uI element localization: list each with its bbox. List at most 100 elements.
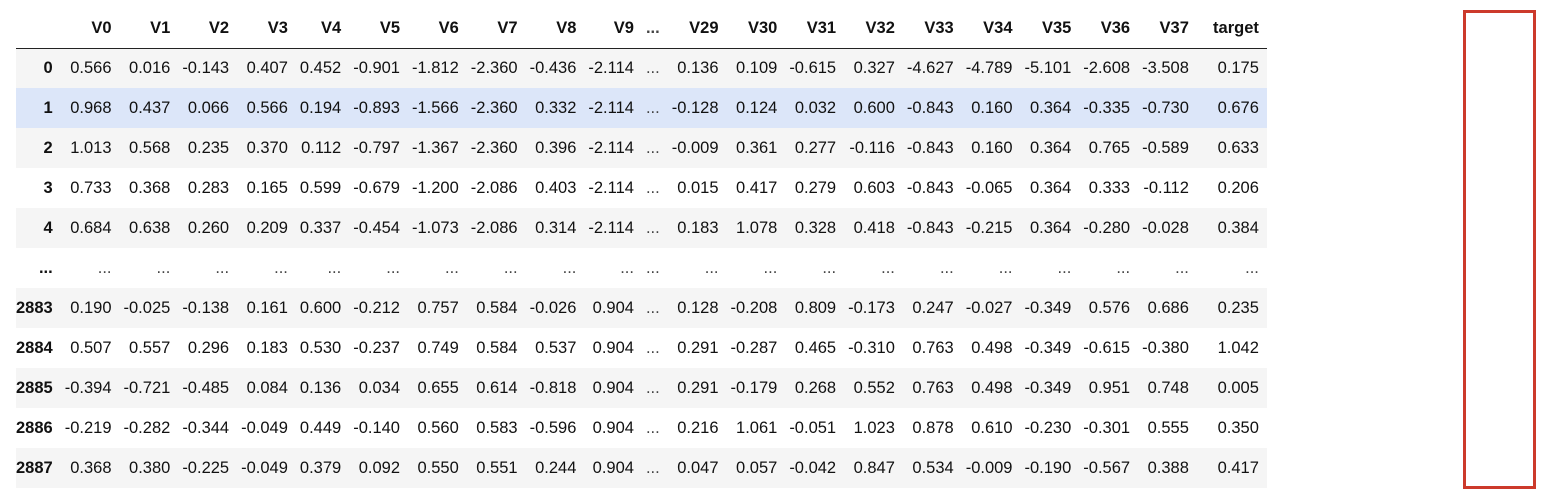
row-index: 4 xyxy=(43,218,53,237)
table-cell: -0.567 xyxy=(1083,458,1131,477)
table-cell: 0.370 xyxy=(246,138,288,157)
table-cell: ... xyxy=(1116,258,1131,277)
table-cell: -0.843 xyxy=(906,218,954,237)
table-cell: 0.576 xyxy=(1088,298,1131,317)
table-cell: 0.583 xyxy=(476,418,518,437)
table-cell: -0.173 xyxy=(848,298,895,317)
table-cell: ... xyxy=(327,258,342,277)
table-cell: -2.086 xyxy=(470,218,518,237)
target-cell: 0.633 xyxy=(1217,138,1259,157)
table-cell: 0.603 xyxy=(853,178,895,197)
table-cell: 0.904 xyxy=(592,458,634,477)
table-cell: -2.608 xyxy=(1083,58,1131,77)
table-cell: -0.349 xyxy=(1024,298,1072,317)
table-cell: -1.812 xyxy=(412,58,459,77)
column-header-v33: V33 xyxy=(902,10,962,49)
table-cell: 0.235 xyxy=(187,138,230,157)
table-cell: -0.138 xyxy=(182,298,230,317)
table-cell: -0.394 xyxy=(64,378,112,397)
table-cell: 0.034 xyxy=(358,378,400,397)
table-cell: 0.332 xyxy=(535,98,577,117)
table-cell: 0.244 xyxy=(535,458,577,477)
table-cell: -0.225 xyxy=(182,458,230,477)
table-cell: -0.721 xyxy=(123,378,171,397)
table-cell: 0.364 xyxy=(1030,98,1072,117)
table-cell: -0.485 xyxy=(182,378,230,397)
table-cell: 0.291 xyxy=(677,338,719,357)
table-cell: 0.684 xyxy=(70,218,112,237)
table-cell: ... xyxy=(645,258,660,277)
table-cell: ... xyxy=(645,298,660,317)
table-cell: ... xyxy=(156,258,171,277)
table-cell: -1.073 xyxy=(412,218,459,237)
table-cell: -0.026 xyxy=(529,298,577,317)
table-cell: 0.380 xyxy=(129,458,171,477)
table-cell: 0.183 xyxy=(246,338,288,357)
table-cell: 0.763 xyxy=(912,378,954,397)
table-header: V0 V1 V2 V3 V4 V5 V6 V7 V8 V9... V29 V30 V31 V32 V33 V3… xyxy=(16,10,1267,49)
table-cell: -5.101 xyxy=(1024,58,1072,77)
table-cell: -0.190 xyxy=(1024,458,1072,477)
table-cell: -0.028 xyxy=(1142,218,1189,237)
table-cell: -1.200 xyxy=(412,178,459,197)
table-cell: 0.655 xyxy=(417,378,459,397)
table-cell: ... xyxy=(386,258,400,277)
column-header-target: target xyxy=(1196,10,1267,49)
table-cell: 0.904 xyxy=(592,418,634,437)
table-row: 2887 0.368 0.380 -0.225 -0.049 0.379 0.092 0.55… xyxy=(16,448,1267,488)
table-cell: 0.396 xyxy=(535,138,577,157)
column-header-v4: V4 xyxy=(295,10,350,49)
table-cell: 0.260 xyxy=(187,218,230,237)
table-cell: 0.584 xyxy=(476,338,518,357)
table-cell: 0.209 xyxy=(246,218,288,237)
table-cell: 1.023 xyxy=(853,418,895,437)
table-row: 2 1.013 0.568 0.235 0.370 0.112 -0.797 -1.367 -2… xyxy=(16,128,1267,168)
table-cell: -2.114 xyxy=(588,178,634,197)
table-cell: 0.283 xyxy=(187,178,230,197)
table-cell: -2.360 xyxy=(470,138,518,157)
table-cell: -0.349 xyxy=(1024,338,1072,357)
table-cell: ... xyxy=(645,338,660,357)
target-cell: 0.350 xyxy=(1217,418,1259,437)
column-header-v36: V36 xyxy=(1079,10,1139,49)
table-cell: 0.638 xyxy=(129,218,171,237)
table-cell: 0.368 xyxy=(70,458,112,477)
table-cell: 0.551 xyxy=(476,458,518,477)
table-cell: -0.049 xyxy=(241,458,288,477)
table-cell: 0.809 xyxy=(794,298,837,317)
header-row: V0 V1 V2 V3 V4 V5 V6 V7 V8 V9... V29 V30 V31 V32 V33 V3… xyxy=(16,10,1267,49)
row-index: ... xyxy=(38,258,53,277)
table-cell: 0.584 xyxy=(476,298,518,317)
table-cell: ... xyxy=(1057,258,1072,277)
table-cell: 0.600 xyxy=(853,98,895,117)
table-cell: ... xyxy=(998,258,1013,277)
column-header-v32: V32 xyxy=(844,10,903,49)
table-cell: -0.335 xyxy=(1083,98,1131,117)
table-cell: -0.143 xyxy=(182,58,230,77)
table-cell: 0.160 xyxy=(971,98,1013,117)
table-row: 2883 0.190 -0.025 -0.138 0.161 0.600 -0.212 0.7… xyxy=(16,288,1267,328)
table-cell: 0.216 xyxy=(677,418,719,437)
table-cell: ... xyxy=(645,138,660,157)
table-body: 0 0.566 0.016 -0.143 0.407 0.452 -0.901 -1.812-… xyxy=(16,48,1267,488)
table-cell: ... xyxy=(645,378,660,397)
target-cell: ... xyxy=(1245,258,1259,277)
table-row: ........................................… xyxy=(16,248,1267,288)
table-cell: ... xyxy=(645,58,660,77)
table-cell: 0.686 xyxy=(1147,298,1189,317)
table-cell: -0.042 xyxy=(789,458,837,477)
column-header-v29: V29 xyxy=(667,10,727,49)
table-cell: -0.230 xyxy=(1024,418,1072,437)
column-header-v6: V6 xyxy=(408,10,467,49)
table-cell: -0.282 xyxy=(123,418,171,437)
table-cell: 0.498 xyxy=(971,338,1013,357)
table-cell: ... xyxy=(645,98,660,117)
table-cell: -0.901 xyxy=(353,58,400,77)
table-cell: -0.730 xyxy=(1142,98,1189,117)
target-cell: 0.384 xyxy=(1217,218,1259,237)
table-cell: 0.904 xyxy=(592,298,634,317)
target-cell: 0.005 xyxy=(1217,378,1259,397)
table-cell: 0.388 xyxy=(1147,458,1189,477)
table-row: 0 0.566 0.016 -0.143 0.407 0.452 -0.901 -1.812-… xyxy=(16,48,1267,88)
table-cell: 0.437 xyxy=(129,98,171,117)
